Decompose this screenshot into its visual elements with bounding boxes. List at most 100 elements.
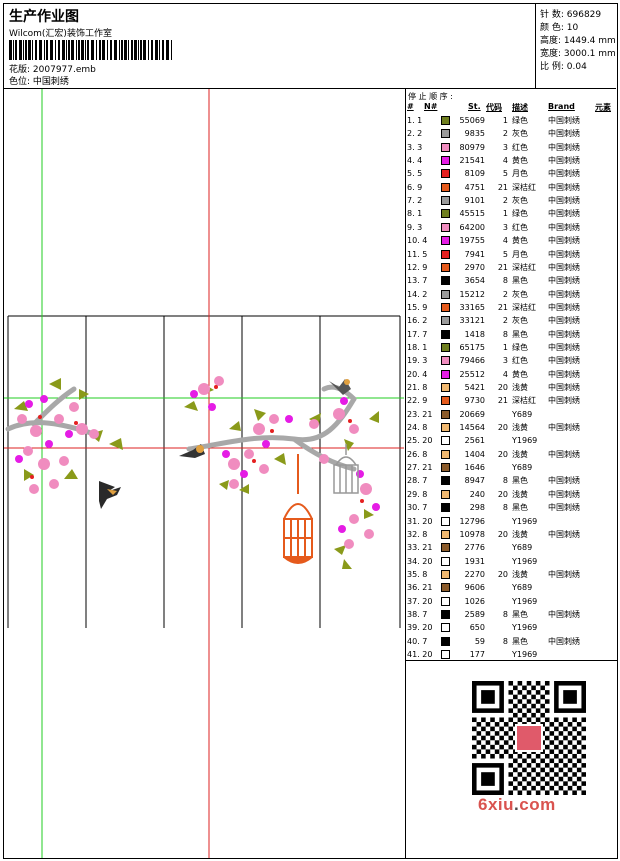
color-swatch (441, 316, 450, 326)
row-number: 15. 9 (407, 302, 428, 312)
row-number: 16. 2 (407, 316, 428, 326)
color-swatch (441, 342, 450, 352)
row-number: 23. 21 (407, 409, 433, 419)
stitch-count: 20669 (459, 409, 485, 419)
color-description: 浅黄 (512, 383, 528, 392)
thread-brand: 中国刺绣 (548, 196, 580, 206)
stitch-count: 298 (469, 503, 485, 513)
blossoms (15, 376, 380, 549)
color-description: 灰色 (512, 316, 528, 326)
color-swatch (441, 249, 450, 259)
color-description: 绿色 (512, 209, 528, 219)
row-number: 27. 21 (407, 463, 433, 473)
table-row: 41. 20 177 Y1969 (406, 648, 617, 661)
watermark-tld: com (519, 795, 556, 814)
stitches-value: 696829 (566, 10, 602, 20)
color-code: 2 (502, 129, 508, 139)
row-number: 41. 20 (407, 650, 433, 659)
stitch-count: 9730 (464, 396, 485, 406)
colors-label: 颜 色: (540, 23, 564, 33)
row-number: 4. 4 (407, 156, 423, 166)
design-file-row: 花版: 2007977.emb (9, 62, 96, 75)
stitch-count: 25512 (459, 369, 485, 379)
row-number: 9. 3 (407, 222, 423, 232)
row-number: 24. 8 (407, 423, 428, 433)
embroidery-design-illustration (4, 89, 404, 858)
colorway-row: 色位: 中国刺绣 (9, 74, 69, 87)
table-row: 27. 21 1646 Y689 (406, 461, 617, 474)
color-swatch (441, 516, 450, 526)
table-row: 30. 7 298 8 黑色 中国刺绣 (406, 501, 617, 514)
qr-code (472, 681, 586, 795)
color-description: 浅黄 (512, 529, 528, 539)
color-description: 黑色 (512, 276, 528, 286)
color-swatch (441, 583, 450, 593)
color-description: 深桔红 (512, 396, 536, 406)
table-row: 2. 2 9835 2 灰色 中国刺绣 (406, 127, 617, 140)
row-number: 18. 1 (407, 342, 428, 352)
color-swatch (441, 276, 450, 286)
color-swatch (441, 436, 450, 446)
color-code: 8 (502, 476, 508, 486)
stitch-count: 4751 (464, 182, 485, 192)
stop-sequence-panel: 停 止 顺 序 : # N# St. 代码 描述 Brand 元素 1. 1 55… (405, 89, 617, 660)
table-row: 25. 20 2561 Y1969 (406, 434, 617, 447)
row-number: 11. 5 (407, 249, 428, 259)
thread-brand: 中国刺绣 (548, 129, 580, 139)
color-description: Y1969 (512, 596, 538, 606)
row-number: 3. 3 (407, 142, 423, 152)
color-description: Y1969 (512, 436, 538, 446)
thread-brand: 中国刺绣 (548, 609, 580, 619)
color-swatch (441, 596, 450, 606)
color-code: 8 (502, 636, 508, 646)
color-code: 1 (502, 342, 508, 352)
height-stat: 高度: 1449.4 mm (540, 33, 616, 46)
color-code: 20 (497, 449, 508, 459)
color-description: Y689 (512, 409, 533, 419)
thread-brand: 中国刺绣 (548, 503, 580, 513)
table-row: 4. 4 21541 4 黄色 中国刺绣 (406, 154, 617, 167)
leaves (14, 378, 379, 569)
table-row: 11. 5 7941 5 月色 中国刺绣 (406, 248, 617, 261)
table-row: 7. 2 9101 2 灰色 中国刺绣 (406, 194, 617, 207)
color-description: 黄色 (512, 236, 528, 246)
design-file-value: 2007977.emb (32, 65, 96, 75)
table-row: 38. 7 2589 8 黑色 中国刺绣 (406, 608, 617, 621)
color-swatch (441, 623, 450, 633)
birds (99, 379, 351, 509)
table-row: 32. 8 10978 20 浅黄 中国刺绣 (406, 528, 617, 541)
col-header-brand: Brand (548, 102, 575, 111)
scale-label: 比 例: (540, 62, 564, 72)
color-code: 2 (502, 316, 508, 326)
color-code: 8 (502, 276, 508, 286)
thread-brand: 中国刺绣 (548, 636, 580, 646)
thread-brand: 中国刺绣 (548, 156, 580, 166)
col-header-num: # (407, 102, 414, 111)
color-code: 4 (502, 369, 508, 379)
row-number: 6. 9 (407, 182, 423, 192)
color-code: 20 (497, 383, 508, 392)
birdcage-grey (333, 444, 359, 494)
color-description: 黑色 (512, 476, 528, 486)
stitch-count: 9101 (464, 196, 485, 206)
color-code: 20 (497, 569, 508, 579)
color-code: 3 (502, 356, 508, 366)
color-swatch (441, 142, 450, 152)
table-row: 6. 9 4751 21 深桔红 中国刺绣 (406, 181, 617, 194)
stitch-count: 1404 (464, 449, 485, 459)
row-number: 32. 8 (407, 529, 428, 539)
color-description: 黑色 (512, 329, 528, 339)
table-row: 24. 8 14564 20 浅黄 中国刺绣 (406, 421, 617, 434)
color-swatch (441, 650, 450, 659)
stitch-count: 19755 (459, 236, 485, 246)
color-code: 5 (502, 249, 508, 259)
table-row: 3. 3 80979 3 红色 中国刺绣 (406, 141, 617, 154)
stitch-count: 3654 (464, 276, 485, 286)
color-swatch (441, 156, 450, 166)
table-row: 21. 8 5421 20 浅黄 中国刺绣 (406, 381, 617, 394)
color-swatch (441, 569, 450, 579)
color-swatch (441, 116, 450, 125)
color-description: Y689 (512, 583, 533, 593)
branches (5, 384, 357, 472)
color-description: 红色 (512, 222, 528, 232)
